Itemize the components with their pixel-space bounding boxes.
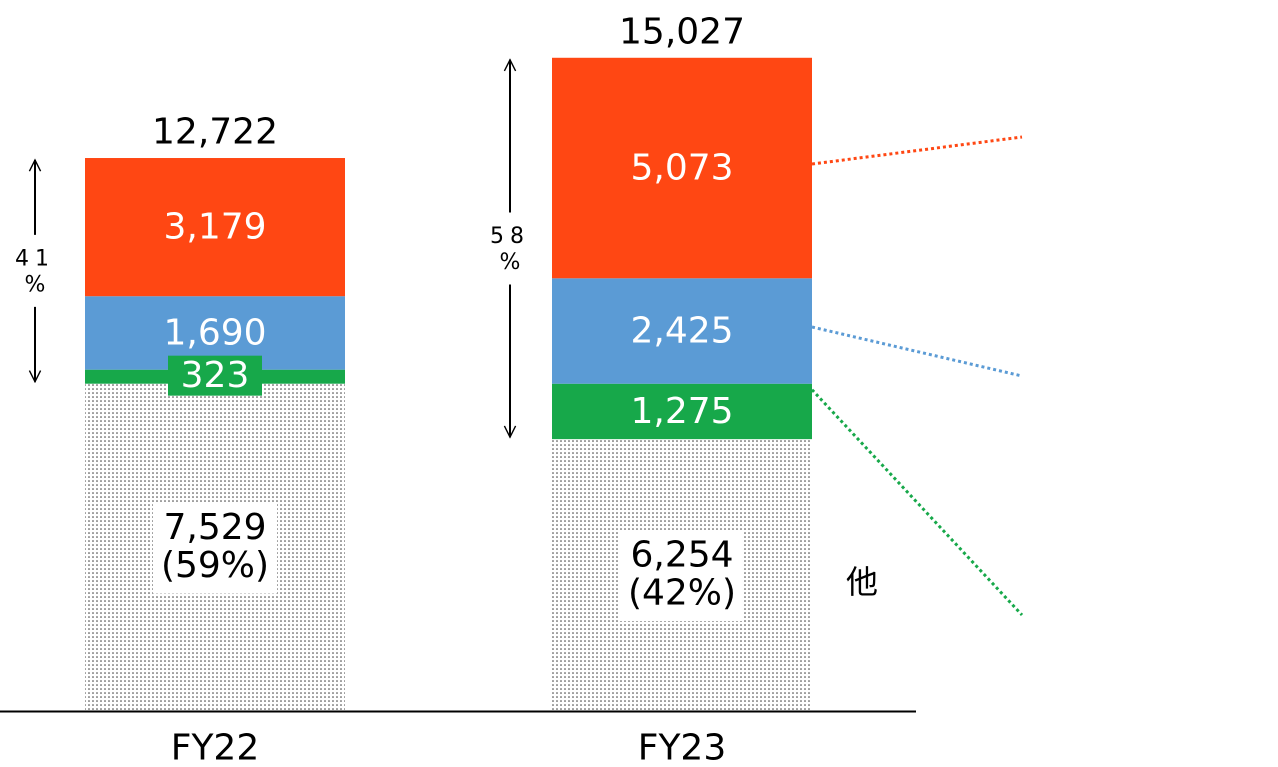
other-series-label: 他 (846, 563, 878, 601)
share-label-digits-fy23: 58 (490, 224, 530, 249)
label-leafnxt-fy23: 1,275 (630, 391, 733, 432)
legend-leafnxt: LeafNxT /派遣・紹介 (1022, 510, 1278, 721)
label-bg-other-fy22 (153, 503, 277, 594)
connector-leafnxt (810, 388, 1024, 617)
legend-rpo: RPO /採用代行 (1022, 32, 1278, 243)
legend-findin-line1: Findin (1106, 344, 1194, 374)
bar-findin-fy23 (552, 278, 812, 384)
share-label-unit-fy22: % (25, 272, 46, 297)
legend-leafnxt-line1: LeafNxT (1092, 583, 1208, 613)
share-label-unit-fy23: % (500, 250, 521, 275)
legend-rpo-line1: RPO (1120, 105, 1180, 135)
label-other-value-fy22: 7,529 (163, 507, 266, 548)
bar-rpo-fy23 (552, 57, 812, 279)
label-other-share-fy22: (59%) (161, 545, 269, 586)
legend-findin: Findin /WEBプロモ (1022, 271, 1278, 482)
label-leafnxt-fy22: 323 (181, 355, 250, 396)
category-label-fy23: FY23 (638, 728, 727, 767)
connector-findin (811, 325, 1023, 378)
total-label-fy23: 15,027 (619, 11, 745, 52)
bar-leafnxt-fy23 (552, 383, 812, 440)
bar-rpo-fy22 (85, 158, 345, 297)
total-label-fy22: 12,722 (152, 112, 278, 153)
label-other-share-fy23: (42%) (628, 573, 736, 614)
bars-layer (85, 57, 812, 711)
label-rpo-fy22: 3,179 (163, 207, 266, 248)
category-label-fy22: FY22 (171, 728, 260, 767)
connector-rpo (811, 135, 1023, 166)
label-findin-fy22: 1,690 (163, 312, 266, 353)
label-bg-leafnxt-fy22 (168, 355, 262, 396)
label-other-value-fy23: 6,254 (630, 535, 733, 576)
label-rpo-fy23: 5,073 (630, 148, 733, 189)
annotations-layer: 41%58% (15, 60, 1024, 617)
legend-rpo-line2: /採用代行 (1095, 139, 1205, 169)
share-label-digits-fy22: 41 (15, 246, 55, 271)
label-bg-other-fy23 (620, 531, 744, 622)
legend-leafnxt-line2: /派遣・紹介 (1082, 617, 1218, 647)
label-findin-fy23: 2,425 (630, 311, 733, 352)
legend-findin-line2: /WEBプロモ (1076, 378, 1224, 408)
